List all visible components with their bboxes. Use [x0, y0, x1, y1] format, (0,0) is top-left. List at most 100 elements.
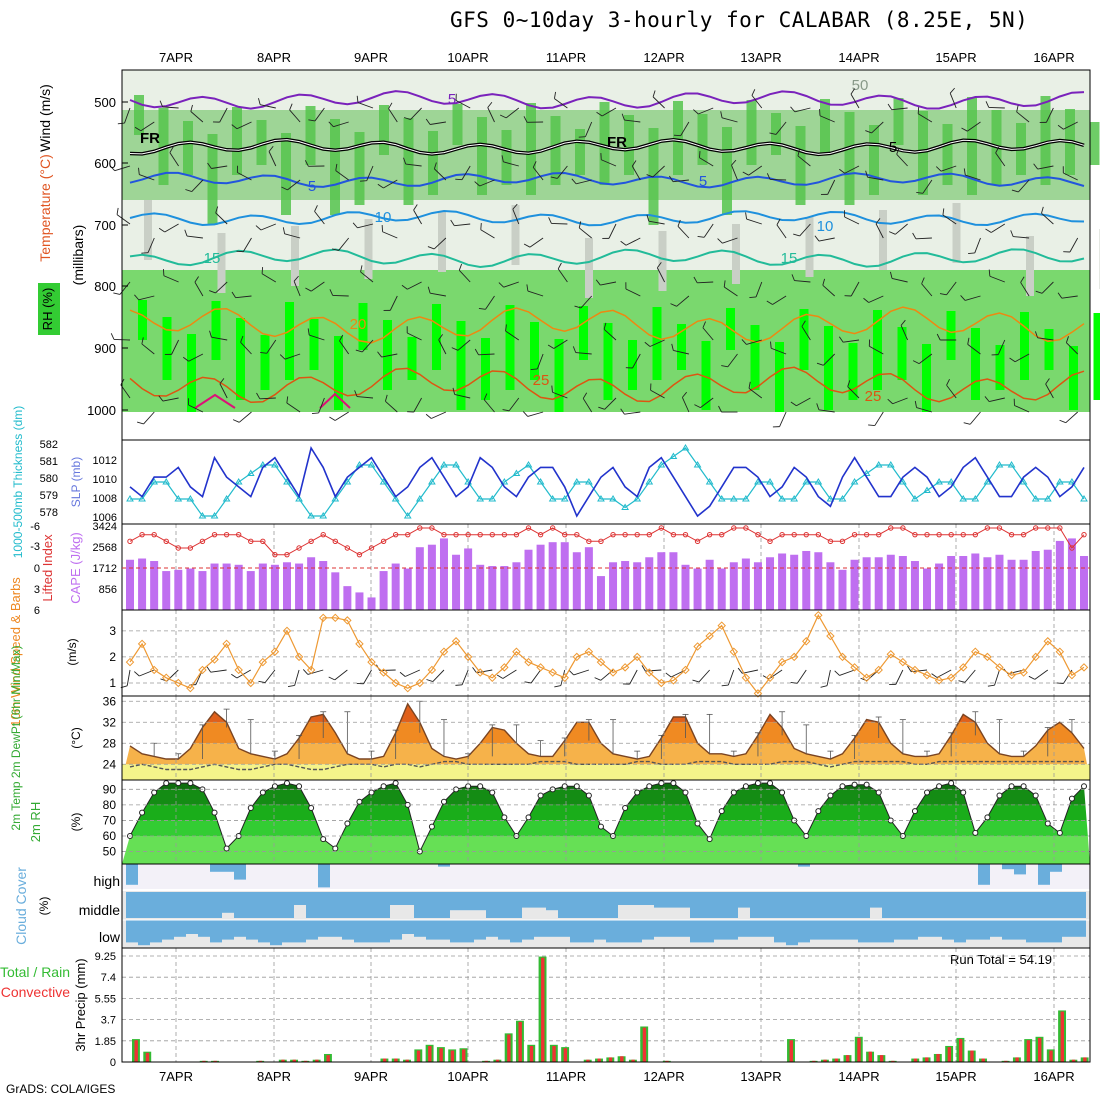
rh-marker [139, 809, 146, 816]
pressure-tick: 700 [94, 218, 116, 233]
cloud-low-bar [762, 920, 774, 937]
cape-bar [790, 554, 799, 610]
wind-speed-marker [391, 678, 400, 688]
upper-wind-barb [307, 328, 325, 341]
lifted-index-marker [888, 525, 894, 531]
lifted-index-marker [743, 525, 749, 531]
wind-speed-marker [343, 616, 352, 625]
cape-bar [729, 562, 738, 610]
cloud-middle-bar [906, 892, 918, 918]
date-label-top: 7APR [159, 50, 193, 65]
upper-wind-barb [731, 159, 738, 181]
upper-wind-barb [232, 411, 252, 423]
contour-label: 5 [448, 91, 456, 108]
wind-speed-marker [125, 657, 135, 667]
cloud-low-bar [138, 920, 150, 946]
precip-convective-bar [857, 1037, 861, 1062]
upper-wind-barb [1020, 276, 1030, 297]
cloud-middle-bar [834, 892, 846, 918]
surface-wind-barb [762, 669, 783, 680]
lifted-index-marker [731, 525, 737, 531]
lifted-index-marker [598, 538, 604, 545]
cape-bar [645, 557, 654, 610]
thickness-marker [1043, 495, 1052, 502]
thickness-marker [174, 495, 183, 502]
upper-wind-barb [620, 408, 641, 415]
wind-speed-marker [439, 647, 449, 656]
lifted-index-marker [344, 545, 351, 551]
rh-dry-patch [879, 210, 887, 270]
rh-moist-column [844, 112, 855, 205]
contour-label: FR [607, 134, 627, 151]
wind-speed-marker [693, 642, 702, 651]
surface-wind-barb [931, 669, 952, 678]
cape-tick: 3424 [93, 521, 117, 533]
cape-bar [1007, 559, 1016, 610]
upper-wind-barb [557, 262, 568, 283]
upper-wind-barb [718, 405, 738, 413]
upper-wind-barb [896, 147, 908, 167]
cloud-middle-bar [654, 892, 666, 908]
rh-marker [851, 781, 858, 788]
rh-saturated-patch [750, 325, 760, 390]
cloud-low-bar [798, 920, 810, 943]
precip-convective-bar [1071, 1059, 1076, 1062]
thickness-marker [923, 486, 931, 493]
precip-convective-bar [281, 1059, 285, 1062]
lifted-index-marker [815, 531, 822, 538]
upper-wind-barb [914, 400, 933, 413]
upper-wind-barb [865, 170, 884, 181]
rh-marker [706, 836, 713, 843]
rh-moist-column [1089, 122, 1100, 165]
thickness-marker [1068, 478, 1076, 485]
cloud-middle-bar [1026, 892, 1038, 918]
rh-saturated-patch [677, 324, 686, 370]
cloud-middle-bar [1062, 892, 1074, 918]
upper-wind-barb [936, 333, 957, 341]
contour-label: 10 [375, 209, 392, 226]
lifted-index-marker [525, 525, 532, 531]
precip-convective-bar [428, 1045, 432, 1062]
li-tick: -3 [30, 541, 40, 553]
cloud-level-high: high [94, 873, 120, 889]
precip-convective-label: Convective [1, 984, 70, 1000]
wind-speed-marker [802, 637, 811, 646]
upper-wind-barb [631, 160, 641, 181]
cape-bar [138, 558, 147, 610]
upper-wind-barb [182, 353, 204, 362]
rh-marker [863, 781, 870, 788]
precip-convective-bar [145, 1052, 150, 1062]
thickness-marker [609, 495, 617, 502]
thickness-marker [754, 478, 762, 485]
rh-marker [622, 805, 629, 811]
rh-marker [392, 780, 399, 787]
rh-moist-column [918, 111, 928, 195]
wind-speed-marker [1031, 652, 1040, 662]
thickness-marker [911, 495, 919, 502]
precip-convective-bar [450, 1050, 455, 1062]
precip-panel-frame [121, 947, 1091, 1063]
upper-wind-barb [260, 339, 277, 354]
upper-wind-barb [717, 237, 738, 244]
wind-speed-marker [777, 657, 787, 667]
cloud-middle-bar [126, 892, 138, 918]
precip-tick: 5.55 [95, 993, 116, 1005]
cloud-middle-bar [810, 892, 822, 918]
wind-speed-marker [331, 613, 340, 623]
thickness-marker [597, 495, 605, 502]
cloud-low-bar [450, 920, 462, 943]
upper-wind-barb [582, 392, 593, 413]
lifted-index-marker [429, 525, 435, 531]
upper-wind-barb [329, 289, 349, 297]
upper-wind-barb [304, 160, 325, 167]
wind-speed-marker [548, 668, 557, 677]
precip-convective-bar [981, 1058, 985, 1062]
precip-tick: 0 [110, 1057, 116, 1069]
cloud-middle-bar [690, 892, 702, 918]
wind-tick: 2 [109, 650, 116, 664]
upper-wind-barb [625, 282, 641, 297]
thickness-marker [367, 461, 376, 468]
date-label-top: 15APR [935, 50, 976, 65]
rh-marker [996, 792, 1003, 799]
